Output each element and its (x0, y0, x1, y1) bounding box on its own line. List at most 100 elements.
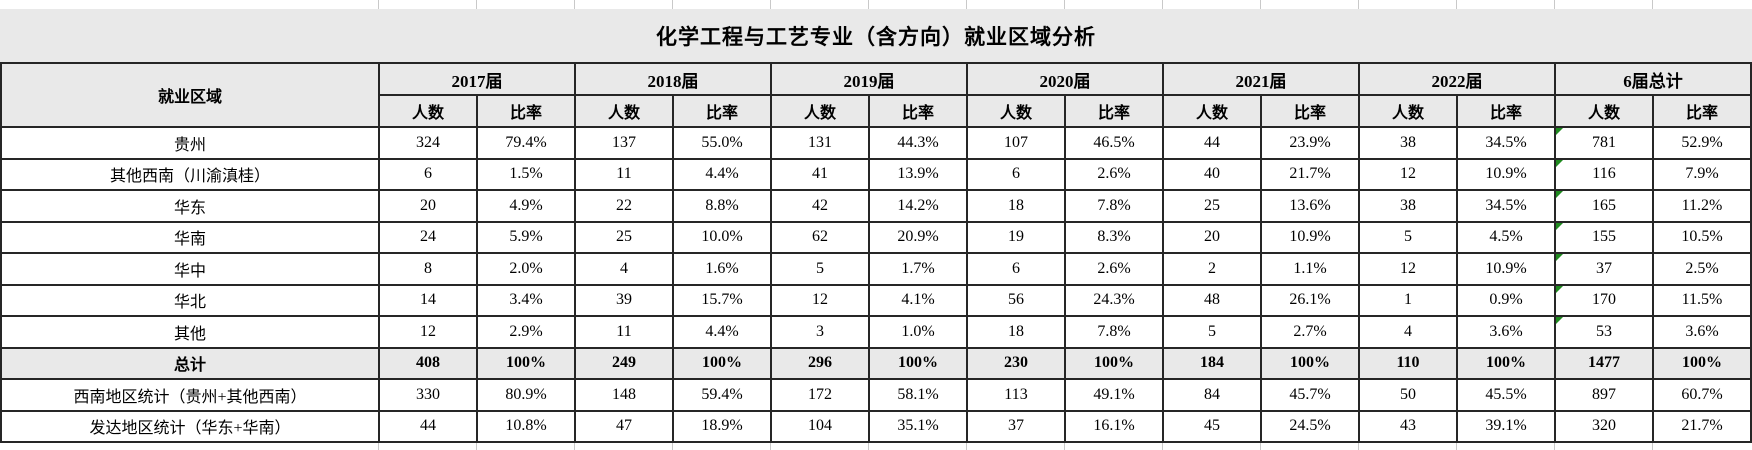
cell-value[interactable]: 13.6% (1260, 189, 1360, 223)
cell-value[interactable]: 1.7% (868, 252, 968, 286)
cell-value[interactable]: 230 (966, 346, 1066, 380)
cell-value[interactable]: 24.5% (1260, 409, 1360, 443)
cell-value[interactable]: 25 (1162, 189, 1262, 223)
cell-value[interactable]: 44 (378, 409, 478, 443)
header-year-2017[interactable]: 2017届 (378, 62, 576, 96)
cell-value[interactable]: 62 (770, 220, 870, 254)
cell-value[interactable]: 330 (378, 378, 478, 412)
cell-value[interactable]: 172 (770, 378, 870, 412)
subheader-ratio-5[interactable]: 比率 (1456, 94, 1556, 128)
cell-value[interactable]: 12 (1358, 252, 1458, 286)
cell-value[interactable]: 46.5% (1064, 126, 1164, 160)
cell-value[interactable]: 23.9% (1260, 126, 1360, 160)
cell-value[interactable]: 1477 (1554, 346, 1654, 380)
cell-value[interactable]: 38 (1358, 189, 1458, 223)
cell-value[interactable]: 49.1% (1064, 378, 1164, 412)
cell-value[interactable]: 2.7% (1260, 315, 1360, 349)
header-year-2022[interactable]: 2022届 (1358, 62, 1556, 96)
cell-value[interactable]: 4.4% (672, 157, 772, 191)
cell-value[interactable]: 15.7% (672, 283, 772, 317)
cell-value[interactable]: 41 (770, 157, 870, 191)
cell-value[interactable]: 45 (1162, 409, 1262, 443)
subheader-count-5[interactable]: 人数 (1358, 94, 1458, 128)
cell-value[interactable]: 155 (1554, 220, 1654, 254)
cell-value[interactable]: 408 (378, 346, 478, 380)
cell-value[interactable]: 2 (1162, 252, 1262, 286)
header-6class-total[interactable]: 6届总计 (1554, 62, 1752, 96)
cell-value[interactable]: 6 (378, 157, 478, 191)
cell-value[interactable]: 1.0% (868, 315, 968, 349)
header-year-2020[interactable]: 2020届 (966, 62, 1164, 96)
subheader-count-2[interactable]: 人数 (770, 94, 870, 128)
cell-value[interactable]: 8.3% (1064, 220, 1164, 254)
cell-value[interactable]: 4.9% (476, 189, 576, 223)
cell-value[interactable]: 18.9% (672, 409, 772, 443)
cell-value[interactable]: 0.9% (1456, 283, 1556, 317)
subheader-count-1[interactable]: 人数 (574, 94, 674, 128)
cell-value[interactable]: 10.9% (1456, 252, 1556, 286)
cell-value[interactable]: 7.9% (1652, 157, 1752, 191)
cell-value[interactable]: 2.5% (1652, 252, 1752, 286)
cell-value[interactable]: 296 (770, 346, 870, 380)
cell-value[interactable]: 20 (1162, 220, 1262, 254)
subheader-count-4[interactable]: 人数 (1162, 94, 1262, 128)
subheader-ratio-0[interactable]: 比率 (476, 94, 576, 128)
cell-value[interactable]: 19 (966, 220, 1066, 254)
cell-value[interactable]: 3.6% (1652, 315, 1752, 349)
cell-value[interactable]: 10.9% (1260, 220, 1360, 254)
cell-value[interactable]: 11 (574, 157, 674, 191)
cell-value[interactable]: 47 (574, 409, 674, 443)
subheader-count-3[interactable]: 人数 (966, 94, 1066, 128)
cell-region[interactable]: 西南地区统计（贵州+其他西南） (0, 378, 380, 412)
cell-region[interactable]: 贵州 (0, 126, 380, 160)
cell-region[interactable]: 华中 (0, 252, 380, 286)
cell-value[interactable]: 170 (1554, 283, 1654, 317)
cell-value[interactable]: 249 (574, 346, 674, 380)
cell-value[interactable]: 40 (1162, 157, 1262, 191)
cell-value[interactable]: 48 (1162, 283, 1262, 317)
cell-value[interactable]: 107 (966, 126, 1066, 160)
cell-value[interactable]: 131 (770, 126, 870, 160)
cell-value[interactable]: 1 (1358, 283, 1458, 317)
cell-value[interactable]: 12 (770, 283, 870, 317)
cell-value[interactable]: 50 (1358, 378, 1458, 412)
cell-value[interactable]: 4.4% (672, 315, 772, 349)
cell-value[interactable]: 24.3% (1064, 283, 1164, 317)
cell-value[interactable]: 10.0% (672, 220, 772, 254)
cell-value[interactable]: 20 (378, 189, 478, 223)
cell-value[interactable]: 44.3% (868, 126, 968, 160)
cell-value[interactable]: 84 (1162, 378, 1262, 412)
cell-value[interactable]: 14.2% (868, 189, 968, 223)
subheader-count-6[interactable]: 人数 (1554, 94, 1654, 128)
table-title-cell[interactable]: 化学工程与工艺专业（含方向）就业区域分析 (0, 9, 1752, 62)
subheader-ratio-4[interactable]: 比率 (1260, 94, 1360, 128)
cell-value[interactable]: 3 (770, 315, 870, 349)
cell-value[interactable]: 60.7% (1652, 378, 1752, 412)
cell-value[interactable]: 43 (1358, 409, 1458, 443)
cell-value[interactable]: 5.9% (476, 220, 576, 254)
cell-value[interactable]: 5 (770, 252, 870, 286)
cell-value[interactable]: 26.1% (1260, 283, 1360, 317)
cell-value[interactable]: 39 (574, 283, 674, 317)
cell-value[interactable]: 10.9% (1456, 157, 1556, 191)
cell-value[interactable]: 4.5% (1456, 220, 1556, 254)
cell-value[interactable]: 58.1% (868, 378, 968, 412)
subheader-ratio-3[interactable]: 比率 (1064, 94, 1164, 128)
cell-value[interactable]: 55.0% (672, 126, 772, 160)
cell-value[interactable]: 38 (1358, 126, 1458, 160)
cell-value[interactable]: 18 (966, 189, 1066, 223)
cell-value[interactable]: 11.5% (1652, 283, 1752, 317)
cell-value[interactable]: 25 (574, 220, 674, 254)
cell-region[interactable]: 华南 (0, 220, 380, 254)
cell-value[interactable]: 11 (574, 315, 674, 349)
cell-value[interactable]: 39.1% (1456, 409, 1556, 443)
cell-value[interactable]: 4.1% (868, 283, 968, 317)
cell-value[interactable]: 35.1% (868, 409, 968, 443)
cell-value[interactable]: 22 (574, 189, 674, 223)
cell-value[interactable]: 80.9% (476, 378, 576, 412)
cell-value[interactable]: 184 (1162, 346, 1262, 380)
cell-value[interactable]: 52.9% (1652, 126, 1752, 160)
cell-value[interactable]: 100% (868, 346, 968, 380)
cell-value[interactable]: 116 (1554, 157, 1654, 191)
cell-value[interactable]: 53 (1554, 315, 1654, 349)
